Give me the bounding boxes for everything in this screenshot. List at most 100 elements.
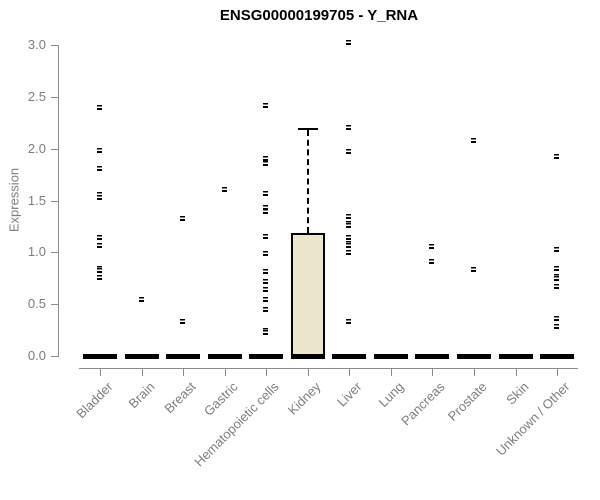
x-category-label: Pancreas (398, 379, 448, 429)
outlier-point (263, 330, 269, 336)
y-tick-mark (51, 96, 58, 98)
outlier-point (180, 318, 186, 324)
outlier-point (554, 265, 560, 271)
outlier-point (429, 258, 435, 264)
outlier-point (554, 276, 560, 282)
outlier-point (346, 214, 352, 220)
x-tick-mark (141, 368, 143, 376)
x-tick-mark (224, 368, 226, 376)
median-bar (456, 354, 491, 359)
y-tick-mark (51, 304, 58, 306)
y-tick-label: 0.5 (27, 296, 46, 312)
outlier-point (97, 234, 102, 240)
x-tick-mark (349, 368, 351, 376)
outlier-point (346, 318, 352, 324)
outlier-point (97, 267, 102, 273)
outlier-point (138, 296, 144, 302)
median-bar (249, 354, 284, 359)
x-tick-mark (557, 368, 559, 376)
outlier-point (346, 250, 352, 256)
median-bar (332, 354, 367, 359)
y-tick-label: 2.0 (27, 140, 46, 156)
x-tick-mark (266, 368, 268, 376)
outlier-point (554, 315, 560, 321)
y-tick-mark (51, 356, 58, 357)
y-tick-label: 0.0 (27, 348, 46, 363)
median-bar (166, 354, 201, 359)
outlier-point (97, 195, 102, 201)
x-category-label: Liver (334, 379, 365, 410)
x-category-label: Brain (125, 379, 158, 412)
y-tick-label: 3.0 (27, 37, 46, 52)
y-tick-mark (51, 252, 58, 254)
y-tick-mark (51, 200, 58, 202)
outlier-point (554, 323, 560, 329)
median-bar (83, 354, 117, 359)
outlier-point (263, 307, 269, 313)
y-tick-mark (51, 148, 58, 150)
outlier-point (346, 223, 352, 229)
x-tick-mark (390, 368, 392, 376)
x-category-label: Prostate (444, 379, 490, 424)
x-category-label: Kidney (284, 379, 324, 418)
x-axis-line (79, 368, 578, 369)
median-bar (373, 354, 408, 359)
outlier-point (263, 204, 269, 210)
y-tick-label: 1.0 (27, 244, 46, 260)
median-bar (124, 354, 159, 359)
outlier-point (346, 39, 352, 45)
outlier-point (346, 243, 352, 249)
outlier-point (470, 138, 476, 144)
outlier-point (263, 286, 269, 292)
outlier-point (429, 244, 435, 250)
outlier-point (97, 105, 102, 111)
median-bar (540, 354, 575, 359)
outlier-point (97, 243, 102, 249)
x-tick-mark (515, 368, 517, 376)
outlier-point (97, 275, 102, 281)
x-category-label: Breast (161, 379, 199, 417)
x-category-label: Bladder (73, 379, 116, 422)
chart-title: ENSG00000199705 - Y_RNA (219, 7, 419, 24)
outlier-point (263, 103, 269, 109)
x-category-label: Gastric (200, 379, 241, 419)
outlier-point (346, 124, 352, 130)
y-tick-label: 2.5 (27, 88, 46, 104)
outlier-point (180, 216, 186, 222)
outlier-point (346, 234, 352, 240)
x-tick-mark (432, 368, 434, 376)
y-axis-line (58, 45, 59, 357)
x-category-label: Skin (502, 379, 532, 408)
y-tick-mark (51, 45, 58, 46)
x-tick-mark (307, 368, 309, 376)
outlier-point (97, 192, 102, 198)
median-bar (415, 354, 450, 359)
median-bar (498, 354, 533, 359)
x-tick-mark (100, 368, 101, 376)
outlier-point (263, 191, 269, 197)
box-iqr (290, 232, 325, 356)
outlier-point (263, 268, 269, 274)
x-category-label: Unknown / Other (493, 379, 573, 459)
outlier-point (263, 233, 269, 239)
median-bar (207, 354, 242, 359)
x-category-label: Lung (375, 379, 407, 411)
outlier-point (263, 208, 269, 214)
outlier-point (346, 148, 352, 154)
outlier-point (263, 279, 269, 285)
x-tick-mark (473, 368, 475, 376)
outlier-point (263, 161, 269, 167)
median-bar (290, 354, 325, 359)
whisker-line (306, 130, 309, 233)
outlier-point (221, 187, 227, 193)
outlier-point (554, 283, 560, 289)
outlier-point (470, 266, 476, 272)
whisker-cap (297, 128, 318, 130)
outlier-point (554, 247, 560, 253)
x-tick-mark (183, 368, 185, 376)
outlier-point (554, 153, 560, 159)
outlier-point (263, 155, 269, 161)
outlier-point (263, 296, 269, 302)
outlier-point (263, 251, 269, 257)
